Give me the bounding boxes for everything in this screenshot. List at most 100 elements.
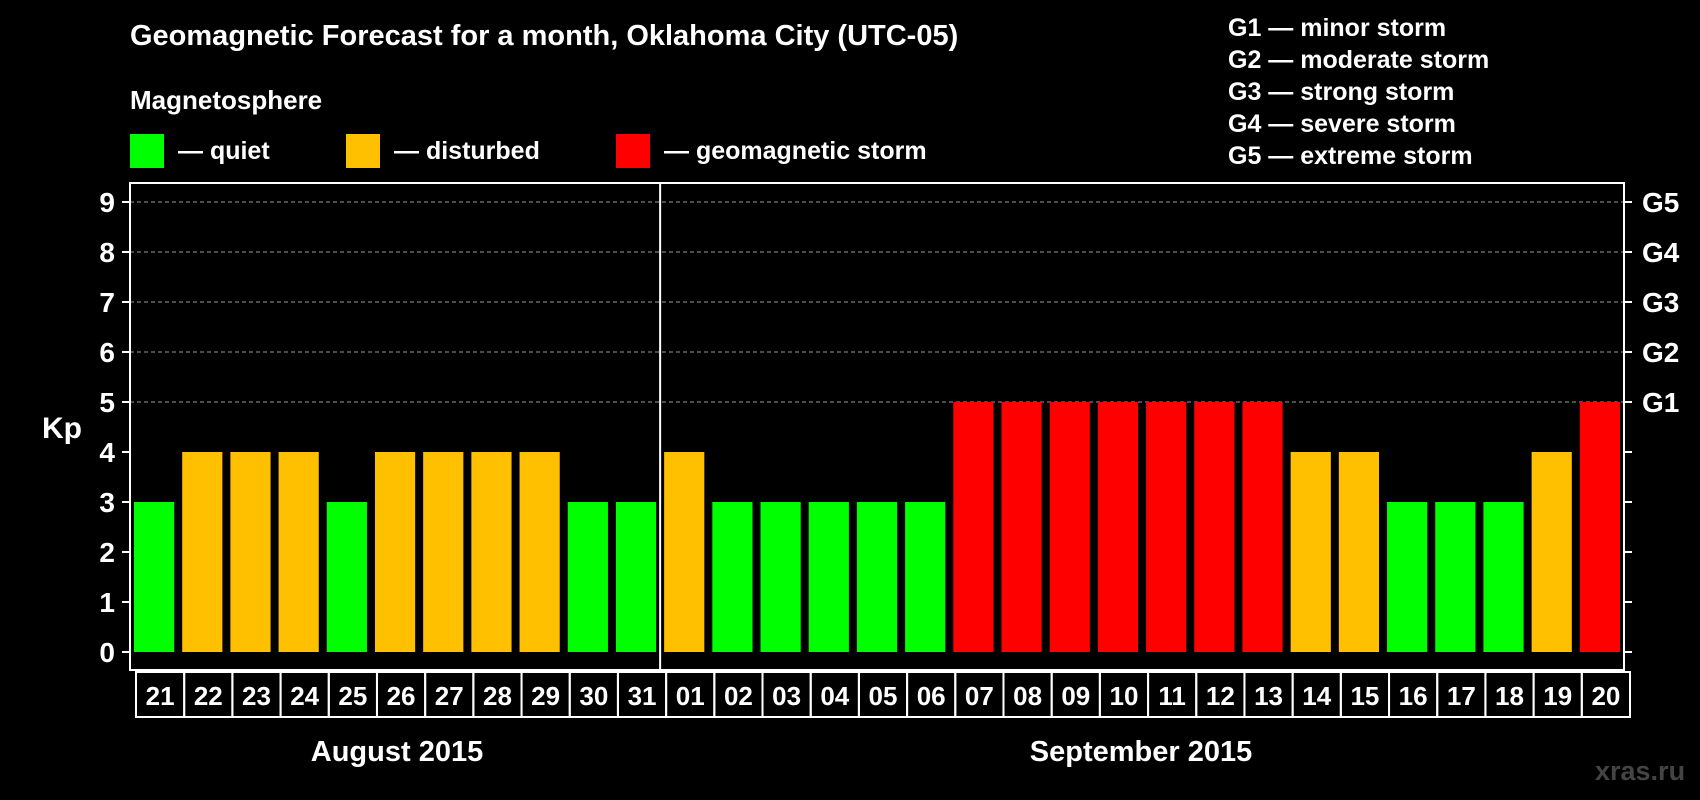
kp-bar — [856, 502, 898, 652]
y-tick-label: 7 — [99, 287, 115, 318]
g-tick-label: G4 — [1642, 237, 1680, 268]
kp-bar — [712, 502, 753, 652]
y-tick-label: 8 — [99, 237, 115, 268]
g-scale-item: G1 — minor storm — [1228, 14, 1447, 42]
kp-bar — [1435, 502, 1476, 652]
month-label-september: September 2015 — [1029, 736, 1253, 768]
x-tick-label: 18 — [1495, 681, 1524, 711]
x-tick-label: 23 — [242, 681, 271, 711]
y-tick-label: 2 — [99, 537, 115, 568]
x-tick-label: 09 — [1061, 681, 1090, 711]
x-tick-label: 22 — [194, 681, 223, 711]
x-tick-label: 28 — [483, 681, 512, 711]
legend-item-storm: — geomagnetic storm — [616, 134, 927, 168]
y-tick-label: 9 — [99, 187, 115, 218]
kp-bar — [1001, 402, 1042, 652]
kp-bar — [326, 502, 367, 652]
g-scale-item: G3 — strong storm — [1228, 78, 1455, 106]
x-tick-label: 19 — [1543, 681, 1572, 711]
kp-bar — [664, 452, 705, 652]
g-tick-label: G1 — [1642, 387, 1679, 418]
x-tick-label: 14 — [1302, 681, 1331, 711]
disturbed-swatch-icon — [346, 134, 380, 168]
kp-bar — [1387, 502, 1428, 652]
g-scale-item: G2 — moderate storm — [1228, 46, 1490, 74]
x-tick-label: 27 — [435, 681, 464, 711]
x-tick-label: 25 — [338, 681, 367, 711]
kp-bar — [182, 452, 223, 652]
x-tick-label: 21 — [146, 681, 175, 711]
kp-bar — [471, 452, 512, 652]
kp-bar — [1049, 402, 1090, 652]
x-tick-label: 17 — [1447, 681, 1476, 711]
y-tick-label: 0 — [99, 637, 115, 668]
y-tick-label: 5 — [99, 387, 115, 418]
x-tick-label: 31 — [628, 681, 657, 711]
g-tick-label: G3 — [1642, 287, 1679, 318]
kp-bar — [1290, 452, 1331, 652]
x-tick-label: 13 — [1254, 681, 1283, 711]
x-tick-label: 05 — [869, 681, 898, 711]
kp-bar — [1483, 502, 1524, 652]
legend-heading: Magnetosphere — [130, 85, 323, 115]
x-tick-label: 12 — [1206, 681, 1235, 711]
kp-bar — [1194, 402, 1235, 652]
g-scale-item: G4 — severe storm — [1228, 110, 1456, 138]
x-tick-label: 01 — [676, 681, 705, 711]
legend-item-disturbed: — disturbed — [346, 134, 540, 168]
kp-bar — [567, 502, 608, 652]
kp-bar — [1531, 452, 1572, 652]
kp-bar — [808, 502, 849, 652]
kp-bar — [905, 502, 946, 652]
legend-item-quiet: — quiet — [130, 134, 270, 168]
quiet-swatch-icon — [130, 134, 164, 168]
month-label-august: August 2015 — [310, 736, 484, 768]
kp-bar — [1097, 402, 1139, 652]
chart-title: Geomagnetic Forecast for a month, Oklaho… — [130, 20, 959, 52]
x-tick-label: 30 — [579, 681, 608, 711]
x-tick-label: 16 — [1399, 681, 1428, 711]
x-tick-label: 06 — [917, 681, 946, 711]
x-tick-label: 07 — [965, 681, 994, 711]
kp-bar — [423, 452, 464, 652]
kp-bar — [760, 502, 801, 652]
kp-bar — [953, 402, 994, 652]
plot-frame — [129, 182, 1625, 671]
date-cell — [1580, 671, 1631, 718]
kp-bar — [615, 502, 657, 652]
x-tick-label: 29 — [531, 681, 560, 711]
kp-bar — [1579, 402, 1620, 652]
kp-bar — [519, 452, 560, 652]
legend-label-disturbed: — disturbed — [394, 136, 540, 165]
y-tick-label: 1 — [99, 587, 115, 618]
y-axis-label: Kp — [42, 412, 82, 445]
legend-label-storm: — geomagnetic storm — [664, 136, 927, 165]
y-tick-label: 3 — [99, 487, 115, 518]
storm-swatch-icon — [616, 134, 650, 168]
x-tick-label: 20 — [1591, 681, 1620, 711]
x-tick-label: 03 — [772, 681, 801, 711]
kp-bar — [374, 452, 416, 652]
g-tick-label: G5 — [1642, 187, 1679, 218]
kp-bar — [134, 502, 175, 652]
kp-bar — [1242, 402, 1283, 652]
x-tick-label: 11 — [1158, 681, 1186, 711]
x-tick-label: 26 — [387, 681, 416, 711]
g-scale-item: G5 — extreme storm — [1228, 142, 1473, 170]
kp-bar — [278, 452, 319, 652]
kp-bar — [230, 452, 271, 652]
kp-bar — [1146, 402, 1187, 652]
x-tick-label: 10 — [1110, 681, 1139, 711]
watermark: xras.ru — [1595, 756, 1686, 786]
legend-label-quiet: — quiet — [178, 136, 270, 165]
kp-bar — [1338, 452, 1380, 652]
x-tick-label: 15 — [1350, 681, 1379, 711]
x-tick-label: 24 — [290, 681, 319, 711]
x-tick-label: 02 — [724, 681, 753, 711]
g-tick-label: G2 — [1642, 337, 1679, 368]
y-tick-label: 4 — [99, 437, 115, 468]
x-tick-label: 04 — [820, 681, 849, 711]
g-scale-legend: G1 — minor storm G2 — moderate storm G3 … — [1228, 12, 1489, 172]
x-tick-label: 08 — [1013, 681, 1042, 711]
